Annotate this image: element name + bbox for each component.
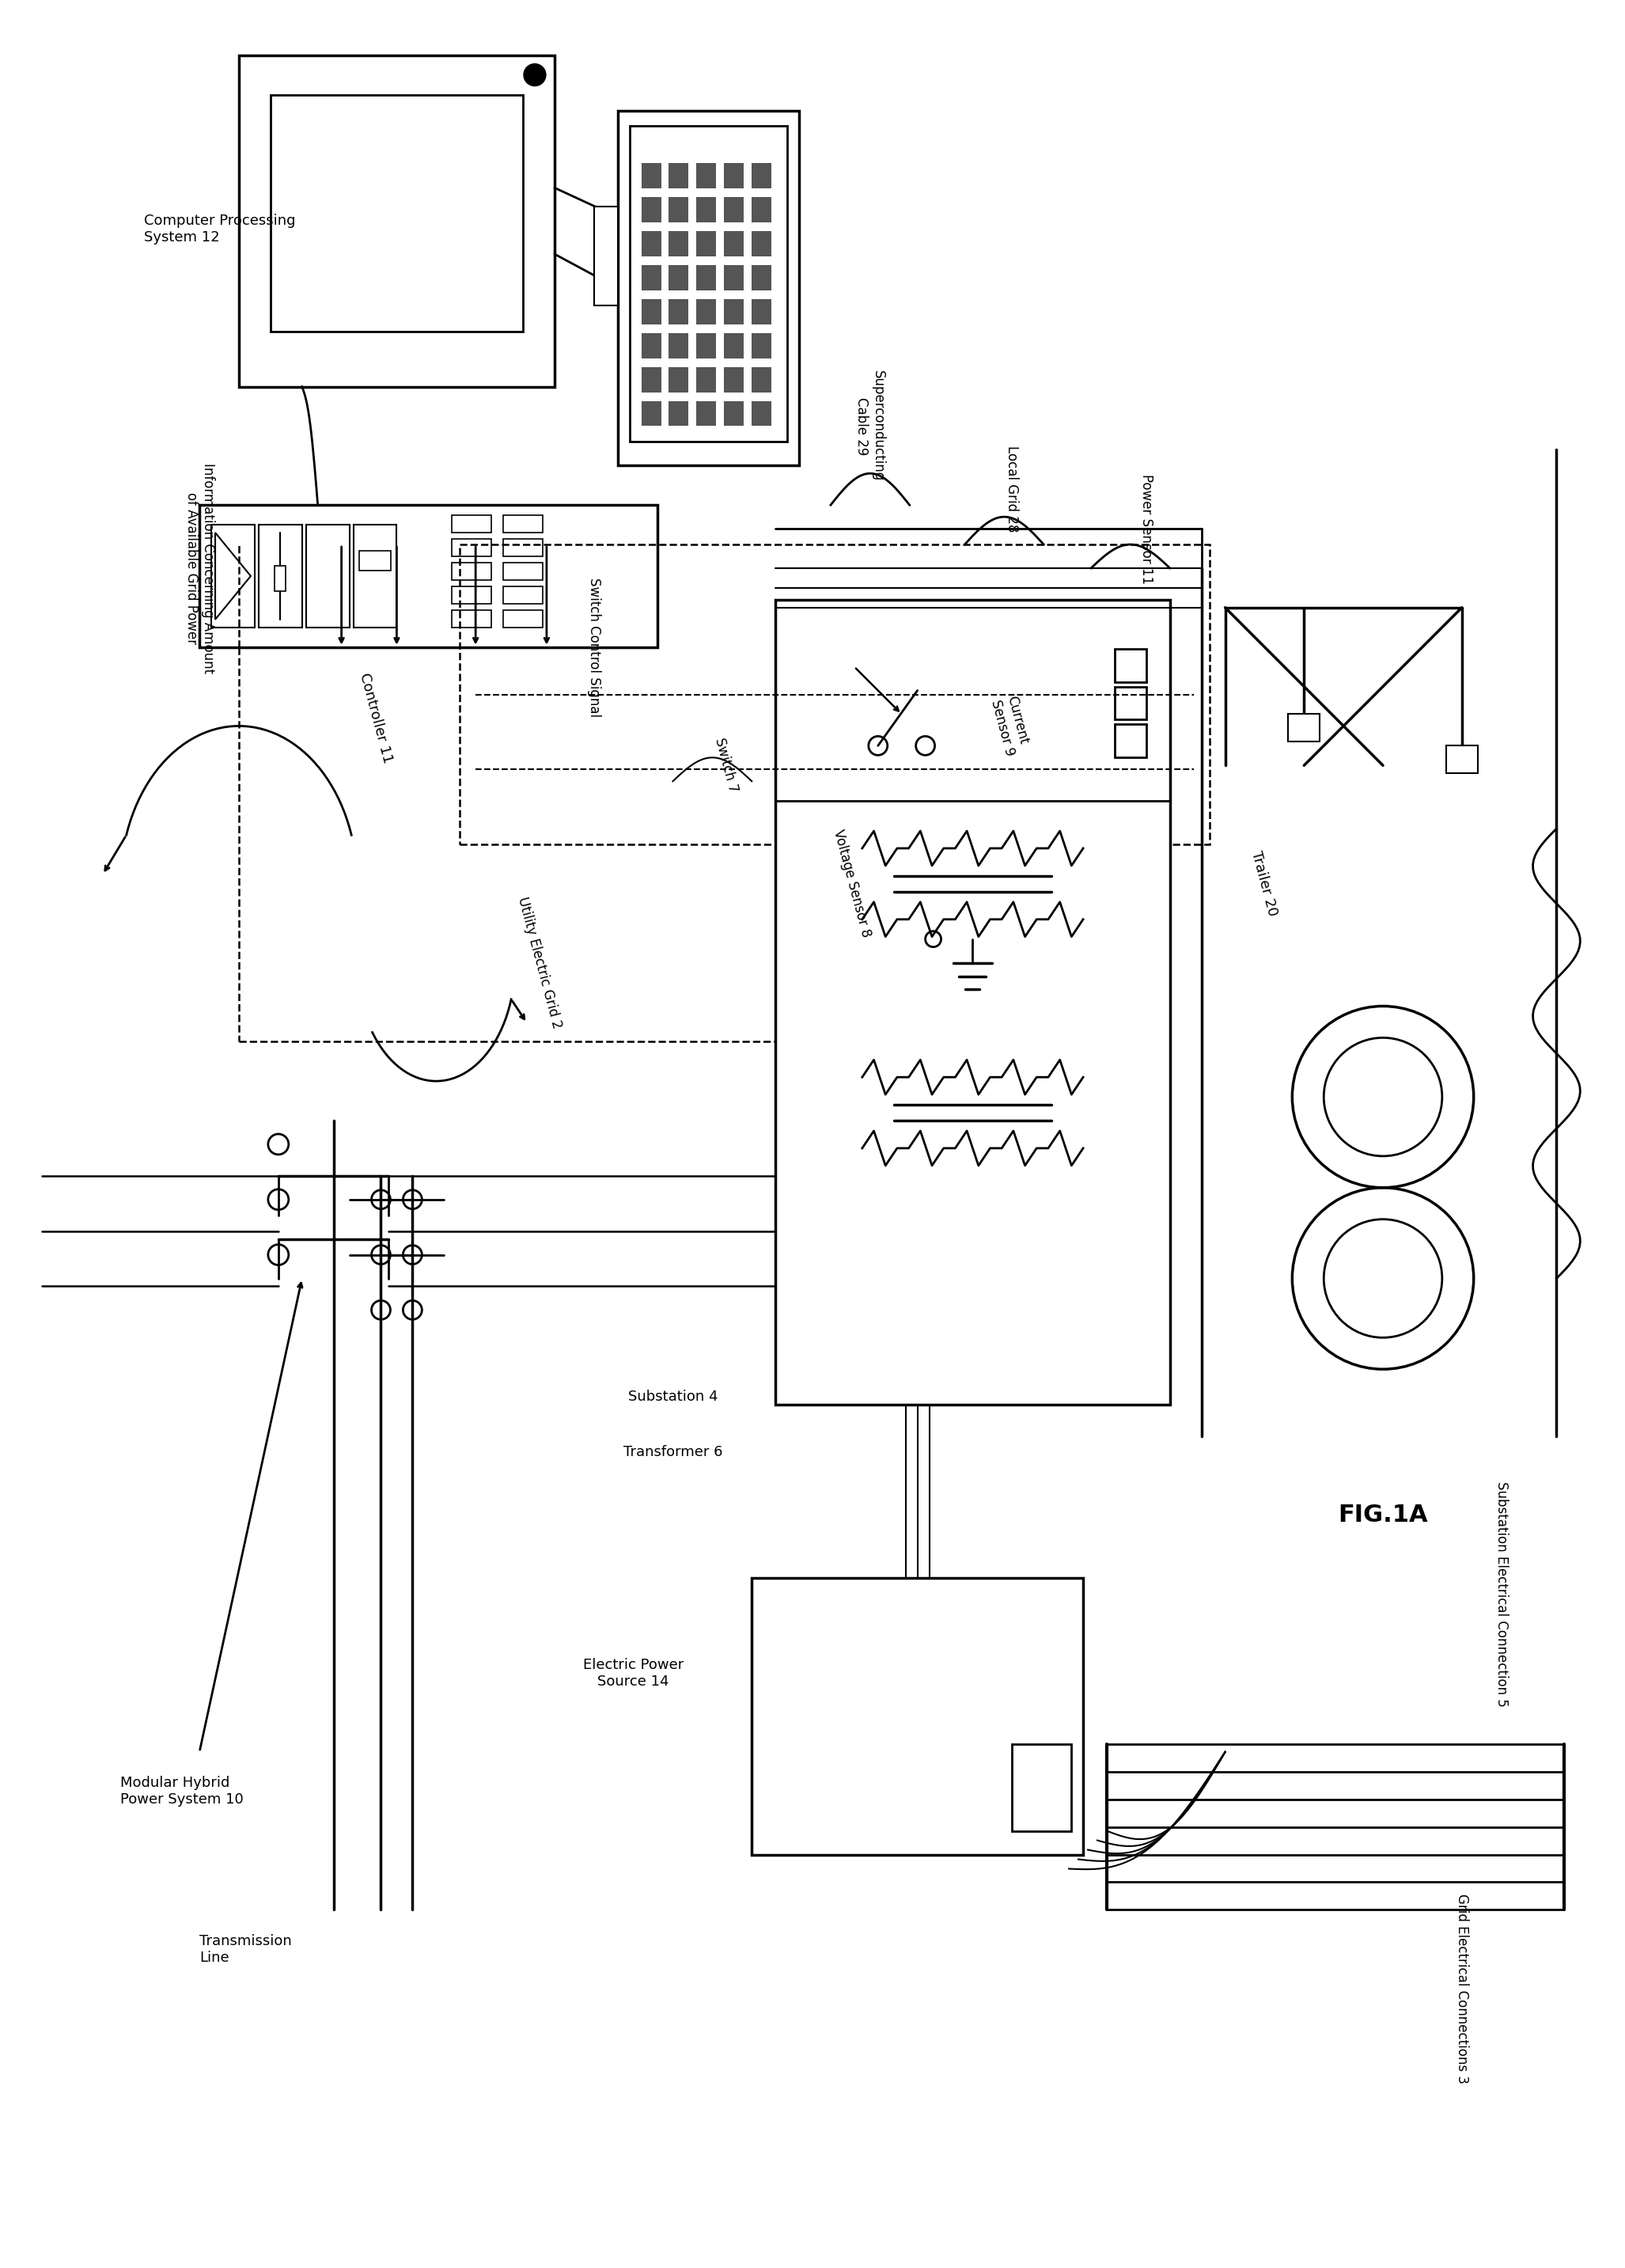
Bar [670, 197, 689, 222]
Bar [642, 333, 661, 358]
Bar [452, 562, 491, 581]
Bar [1446, 746, 1477, 773]
Bar [725, 265, 744, 290]
Bar [670, 333, 689, 358]
Bar [670, 367, 689, 392]
Bar [642, 163, 661, 188]
Bar [725, 333, 744, 358]
Bar [1115, 649, 1146, 683]
Text: Voltage Sensor 8: Voltage Sensor 8 [830, 828, 873, 939]
Bar [200, 506, 656, 646]
Bar [775, 599, 1170, 1404]
Bar [752, 333, 772, 358]
Bar [642, 231, 661, 256]
Bar [752, 231, 772, 256]
Bar [725, 367, 744, 392]
Bar [239, 54, 554, 386]
Bar [697, 265, 717, 290]
Bar [504, 562, 543, 581]
Bar [1012, 1744, 1071, 1830]
Bar [670, 265, 689, 290]
Bar [211, 524, 255, 628]
Bar [460, 544, 1209, 844]
Bar [697, 299, 717, 324]
Bar [725, 401, 744, 426]
Text: Switch Control Signal: Switch Control Signal [587, 578, 601, 717]
Text: Controller 11: Controller 11 [358, 671, 395, 764]
Text: Substation 4: Substation 4 [627, 1390, 718, 1404]
Bar [1115, 723, 1146, 758]
Text: Information Concerning Amount
of Available Grid Power: Information Concerning Amount of Availab… [184, 463, 214, 674]
Text: Trailer 20: Trailer 20 [1250, 851, 1280, 919]
Bar [452, 610, 491, 628]
Text: Electric Power
Source 14: Electric Power Source 14 [583, 1658, 684, 1687]
Bar [697, 367, 717, 392]
Bar [306, 524, 349, 628]
Bar [752, 265, 772, 290]
Bar [504, 515, 543, 533]
Bar [670, 401, 689, 426]
Bar [752, 299, 772, 324]
Bar [629, 127, 786, 442]
Bar [752, 163, 772, 188]
Bar [752, 367, 772, 392]
Bar [725, 299, 744, 324]
Bar [642, 299, 661, 324]
Bar [642, 265, 661, 290]
Bar [504, 587, 543, 603]
Text: Superconducting
Cable 29: Superconducting Cable 29 [855, 370, 886, 481]
Bar [275, 565, 286, 592]
Text: Local Grid 28: Local Grid 28 [1004, 447, 1019, 533]
Bar [595, 206, 618, 306]
Bar [504, 540, 543, 556]
Bar [452, 515, 491, 533]
Bar [752, 197, 772, 222]
Text: Power Sensor 11: Power Sensor 11 [1139, 474, 1154, 583]
Text: Computer Processing
System 12: Computer Processing System 12 [145, 213, 296, 245]
Circle shape [523, 64, 546, 86]
Text: Switch 7: Switch 7 [712, 737, 741, 794]
Bar [725, 163, 744, 188]
Bar [752, 401, 772, 426]
Bar [725, 197, 744, 222]
Bar [670, 299, 689, 324]
Text: Transmission
Line: Transmission Line [200, 1935, 292, 1964]
Bar [353, 524, 396, 628]
Bar [697, 401, 717, 426]
Text: Substation Electrical Connection 5: Substation Electrical Connection 5 [1493, 1481, 1508, 1708]
Bar [359, 551, 392, 572]
Text: Modular Hybrid
Power System 10: Modular Hybrid Power System 10 [120, 1776, 244, 1808]
Bar [752, 1579, 1084, 1855]
Text: Grid Electrical Connections 3: Grid Electrical Connections 3 [1454, 1894, 1469, 2084]
Bar [642, 367, 661, 392]
Bar [670, 163, 689, 188]
Bar [642, 401, 661, 426]
Bar [452, 587, 491, 603]
Text: Utility Electric Grid 2: Utility Electric Grid 2 [515, 896, 564, 1030]
Bar [670, 231, 689, 256]
Bar [697, 231, 717, 256]
Bar [1289, 714, 1320, 742]
Bar [725, 231, 744, 256]
Text: FIG.1A: FIG.1A [1337, 1504, 1428, 1526]
Bar [504, 610, 543, 628]
Bar [618, 111, 800, 465]
Bar [270, 95, 523, 331]
Bar [258, 524, 302, 628]
Bar [452, 540, 491, 556]
Text: Current
Sensor 9: Current Sensor 9 [988, 694, 1033, 758]
Bar [642, 197, 661, 222]
Bar [1115, 687, 1146, 719]
Bar [697, 163, 717, 188]
Text: Transformer 6: Transformer 6 [624, 1445, 723, 1458]
Bar [697, 197, 717, 222]
Bar [697, 333, 717, 358]
